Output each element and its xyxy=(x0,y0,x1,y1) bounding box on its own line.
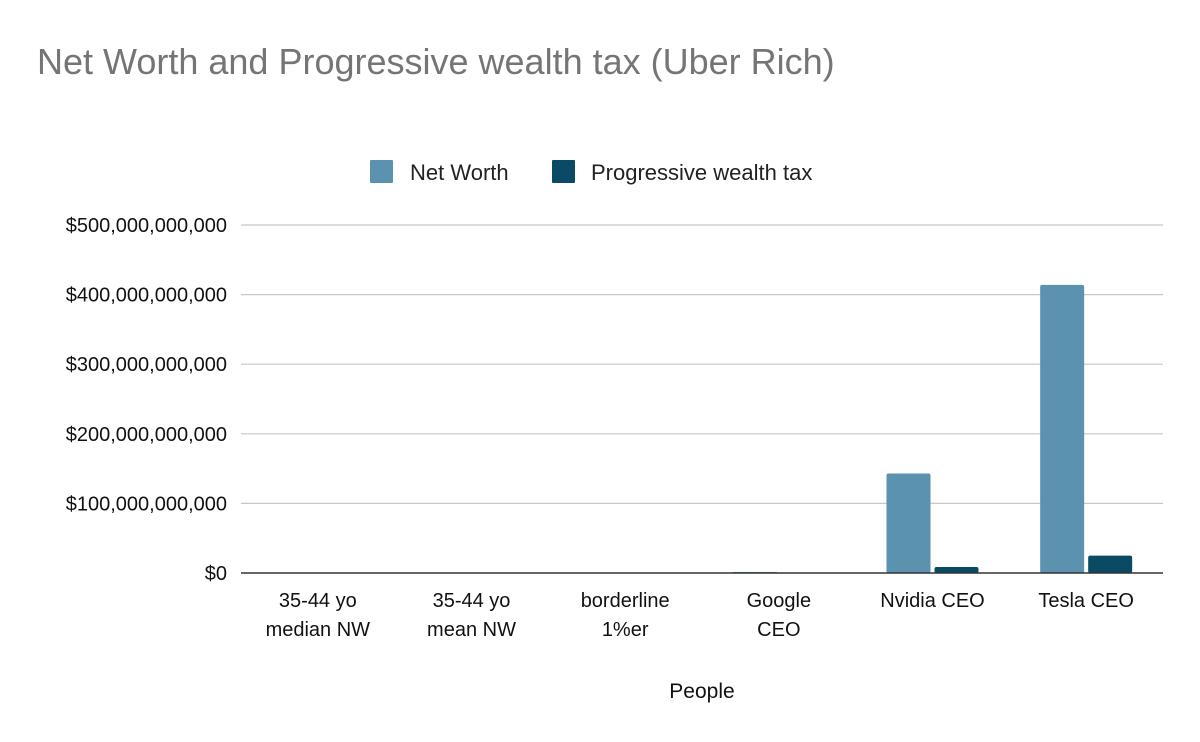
x-tick-label: Google xyxy=(747,590,812,612)
chart-title: Net Worth and Progressive wealth tax (Ub… xyxy=(37,41,835,82)
x-tick-label: Nvidia CEO xyxy=(880,590,984,612)
x-tick-label: 35-44 yo xyxy=(433,590,511,612)
x-axis-tick-labels: 35-44 yo median NW 35-44 yo mean NW borderli… xyxy=(266,590,1134,641)
x-tick-label: borderline xyxy=(581,590,670,612)
y-tick-label: $200,000,000,000 xyxy=(66,424,227,446)
x-tick-label: CEO xyxy=(757,619,800,641)
x-tick-label: 1%er xyxy=(602,619,649,641)
y-axis-tick-labels: $0 $100,000,000,000 $200,000,000,000 $300,0… xyxy=(66,215,227,585)
y-tick-label: $500,000,000,000 xyxy=(66,215,227,237)
y-tick-label: $0 xyxy=(205,563,227,585)
x-tick-label: 35-44 yo xyxy=(279,590,357,612)
bar-progressive-wealth-tax xyxy=(934,567,979,573)
legend-label-progressive-wealth-tax: Progressive wealth tax xyxy=(591,160,812,185)
legend: Net Worth Progressive wealth tax xyxy=(370,160,812,185)
legend-swatch-net-worth xyxy=(370,160,393,183)
x-tick-label: mean NW xyxy=(427,619,516,641)
y-tick-label: $100,000,000,000 xyxy=(66,493,227,515)
x-axis-title: People xyxy=(669,680,734,703)
bar-net-worth xyxy=(886,473,931,573)
y-tick-label: $400,000,000,000 xyxy=(66,285,227,307)
gridlines xyxy=(241,224,1163,504)
bar-net-worth xyxy=(1040,284,1085,573)
legend-swatch-progressive-wealth-tax xyxy=(552,160,575,183)
bars xyxy=(271,284,1133,573)
x-tick-label: Tesla CEO xyxy=(1038,590,1134,612)
legend-label-net-worth: Net Worth xyxy=(410,160,509,185)
y-tick-label: $300,000,000,000 xyxy=(66,354,227,376)
bar-progressive-wealth-tax xyxy=(1088,555,1133,573)
x-tick-label: median NW xyxy=(266,619,371,641)
